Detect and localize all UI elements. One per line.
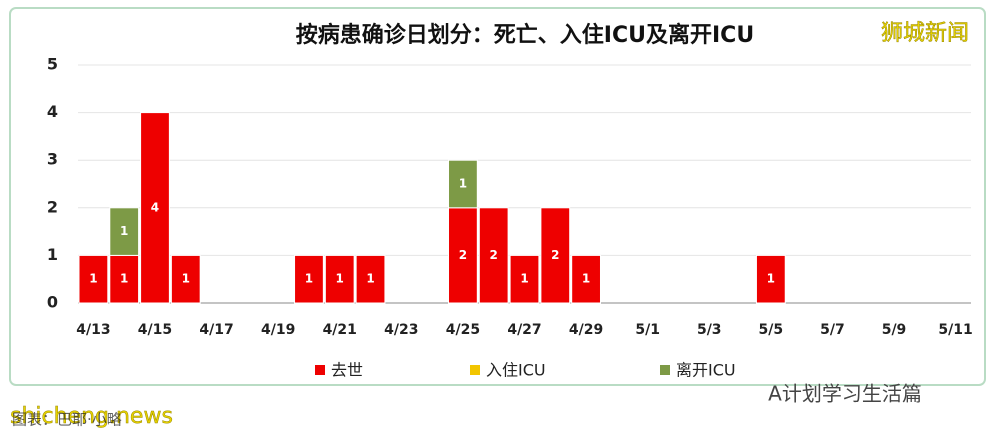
x-tick-label: 5/11 (938, 322, 972, 338)
x-tick-label: 4/17 (199, 322, 233, 338)
bar (509, 254, 540, 304)
data-label: 2 (490, 248, 498, 262)
bar (294, 254, 324, 304)
bar (355, 254, 386, 304)
bar (140, 112, 170, 304)
y-tick-label: 2 (47, 197, 58, 216)
data-label: 1 (182, 272, 190, 286)
x-tick-label: 5/7 (820, 322, 845, 338)
bar (540, 207, 571, 304)
legend-swatch (470, 365, 480, 375)
chart-title: 按病患确诊日划分：死亡、入住ICU及离开ICU (296, 22, 754, 48)
legend-swatch (660, 365, 670, 375)
bar (755, 254, 786, 304)
bar (448, 207, 478, 304)
data-label: 1 (120, 272, 128, 286)
x-tick-label: 4/23 (384, 322, 418, 338)
legend-label: 离开ICU (676, 361, 736, 380)
y-tick-label: 4 (47, 102, 58, 121)
data-label: 2 (459, 248, 467, 262)
bar (478, 207, 509, 304)
x-tick-label: 5/3 (697, 322, 722, 338)
watermark: A计划学习生活篇 (768, 382, 922, 406)
data-label: 1 (459, 177, 467, 191)
legend-label: 去世 (331, 361, 363, 380)
data-label: 1 (582, 272, 590, 286)
bar (571, 254, 601, 304)
x-tick-label: 5/1 (635, 322, 660, 338)
data-label: 1 (366, 272, 374, 286)
x-tick-label: 4/21 (323, 322, 357, 338)
x-tick-label: 4/29 (569, 322, 603, 338)
bar (170, 254, 201, 304)
watermark: 狮城新闻 (881, 21, 969, 46)
legend-swatch (315, 365, 325, 375)
data-label: 4 (151, 200, 159, 214)
x-tick-label: 4/19 (261, 322, 295, 338)
data-label: 1 (767, 272, 775, 286)
watermark: shicheng.news (10, 404, 173, 429)
y-tick-label: 1 (47, 245, 58, 264)
data-label: 1 (520, 272, 528, 286)
y-tick-label: 0 (47, 293, 58, 312)
bar (109, 207, 140, 256)
data-label: 1 (336, 272, 344, 286)
chart-frame (9, 7, 986, 386)
bar (78, 254, 109, 304)
bar (448, 159, 478, 209)
caption: 图表：巴耶·小略 (12, 411, 122, 429)
x-tick-label: 4/13 (76, 322, 110, 338)
x-tick-label: 5/9 (882, 322, 907, 338)
y-tick-label: 3 (47, 150, 58, 169)
data-label: 1 (120, 224, 128, 238)
data-label: 1 (305, 272, 313, 286)
x-tick-label: 4/15 (138, 322, 172, 338)
data-label: 2 (551, 248, 559, 262)
x-tick-label: 4/27 (507, 322, 541, 338)
y-tick-label: 5 (47, 55, 58, 74)
data-label: 1 (89, 272, 97, 286)
legend-label: 入住ICU (486, 361, 546, 380)
x-tick-label: 5/5 (759, 322, 784, 338)
x-tick-label: 4/25 (446, 322, 480, 338)
bar (324, 254, 355, 304)
